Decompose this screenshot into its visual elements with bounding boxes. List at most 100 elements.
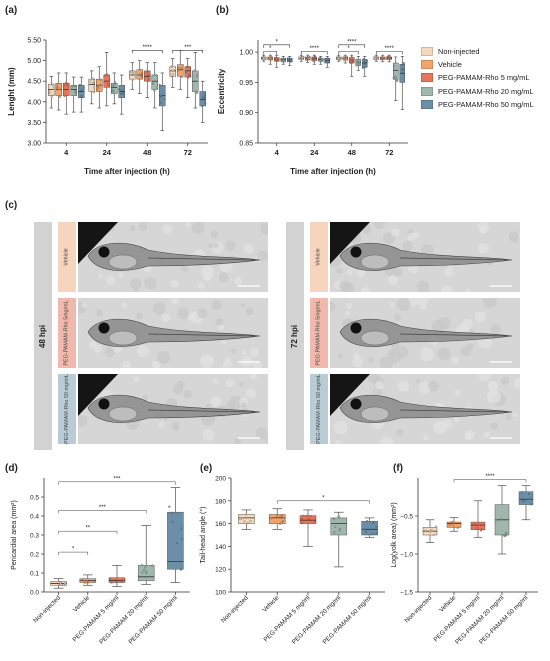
texture-blob	[210, 230, 219, 239]
data-point	[184, 71, 187, 74]
data-point	[108, 80, 111, 83]
texture-blob	[373, 222, 385, 230]
box-group	[330, 511, 348, 568]
data-point	[138, 68, 141, 71]
texture-blob	[151, 360, 158, 367]
data-point	[371, 521, 375, 524]
box-group	[159, 72, 166, 131]
texture-blob	[427, 380, 439, 392]
data-point	[80, 88, 83, 91]
texture-blob	[433, 420, 447, 434]
box	[470, 521, 486, 530]
data-point	[247, 521, 250, 524]
texture-blob	[388, 275, 398, 286]
fish-image-vehicle-72	[330, 222, 520, 292]
texture-blob	[98, 274, 103, 279]
box	[361, 521, 378, 536]
significance-bracket	[58, 510, 147, 514]
data-point	[92, 580, 95, 583]
texture-blob	[334, 420, 348, 435]
texture-blob	[368, 357, 374, 363]
data-point	[50, 95, 53, 98]
data-point	[59, 582, 62, 585]
data-point	[175, 542, 178, 545]
data-point	[400, 71, 403, 74]
data-point	[181, 75, 184, 78]
data-point	[93, 86, 96, 89]
data-point	[148, 79, 151, 82]
data-point	[279, 522, 282, 525]
data-point	[386, 55, 389, 58]
texture-blob	[487, 389, 501, 404]
y-tick-label: 0.2	[30, 552, 39, 559]
data-point	[65, 81, 68, 84]
data-point	[121, 89, 124, 92]
panel-label-c: (c)	[5, 200, 18, 211]
data-point	[143, 569, 146, 572]
box-group	[192, 52, 199, 109]
data-point	[245, 513, 248, 516]
data-point	[140, 564, 143, 567]
texture-blob	[482, 298, 497, 309]
legend-item-20mg: PEG-PAMAM-Rho 20 mg/mL	[421, 85, 534, 98]
data-point	[502, 534, 505, 537]
texture-blob	[500, 376, 510, 386]
texture-blob	[245, 387, 257, 399]
texture-blob	[423, 435, 429, 441]
x-tick-label: Non-injected	[32, 594, 62, 624]
data-point	[48, 91, 51, 94]
texture-blob	[218, 272, 229, 283]
data-point	[365, 530, 368, 533]
data-point	[377, 57, 380, 61]
data-point	[203, 93, 206, 96]
data-point	[132, 70, 135, 73]
y-axis-title: Log(yolk area) (mm²)	[391, 502, 398, 567]
data-point	[172, 73, 175, 76]
significance-bracket	[375, 51, 403, 55]
data-point	[180, 66, 183, 69]
texture-blob	[470, 329, 475, 334]
texture-blob	[382, 232, 396, 245]
significance-label: ****	[385, 46, 395, 52]
box-group	[78, 76, 85, 113]
data-point	[494, 519, 498, 522]
texture-blob	[137, 345, 149, 358]
fish-illustration	[330, 298, 520, 368]
data-point	[170, 511, 173, 514]
texture-blob	[415, 378, 421, 383]
panel-label-a: (a)	[5, 5, 18, 16]
y-tick-label: −1.5	[400, 590, 413, 597]
data-point	[357, 63, 360, 66]
box-group	[144, 62, 151, 98]
fish-image-5mg-48	[78, 298, 268, 368]
texture-blob	[231, 348, 237, 354]
data-point	[177, 67, 180, 70]
data-point	[146, 76, 149, 79]
texture-blob	[138, 222, 148, 231]
fish-illustration	[330, 222, 520, 292]
box-group	[151, 62, 158, 109]
data-point	[137, 73, 140, 77]
texture-blob	[240, 303, 245, 308]
texture-blob	[435, 402, 441, 408]
texture-blob	[202, 428, 215, 441]
texture-blob	[393, 313, 402, 322]
texture-blob	[241, 350, 247, 355]
texture-blob	[344, 310, 350, 316]
texture-blob	[479, 226, 488, 234]
data-point	[333, 531, 336, 534]
data-point	[302, 514, 305, 517]
texture-blob	[438, 317, 451, 330]
data-point	[362, 528, 365, 531]
texture-blob	[187, 312, 196, 321]
row-label-5mg-48: PEG-PAMAM-Rho 5mg/mL	[58, 298, 76, 368]
texture-blob	[162, 224, 173, 234]
legend-label: Vehicle	[438, 60, 462, 70]
data-point	[147, 73, 150, 77]
texture-blob	[392, 267, 403, 277]
data-point	[530, 503, 533, 506]
data-point	[262, 57, 265, 61]
data-point	[298, 56, 301, 59]
box-group	[50, 578, 67, 589]
data-point	[356, 60, 359, 63]
